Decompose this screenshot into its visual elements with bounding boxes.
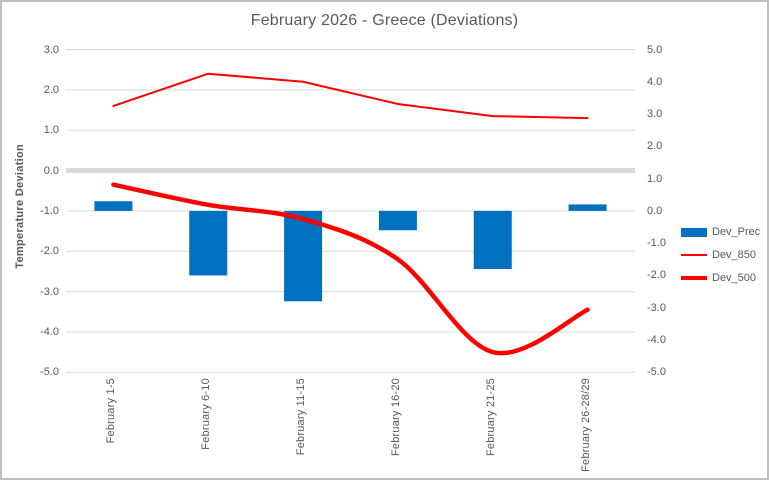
category-label: February 26-28/29 [579, 378, 592, 473]
right-axis-tick: 1.0 [647, 172, 663, 185]
legend-item-dev-850: Dev_850 [681, 248, 760, 262]
right-axis-tick: 2.0 [647, 140, 663, 153]
category-label: February 6-10 [200, 378, 213, 450]
right-axis-tick: -5.0 [647, 366, 666, 379]
bar-dev_prec [284, 210, 323, 302]
left-axis-tick: 0.0 [43, 164, 59, 177]
right-axis-tick: -1.0 [647, 237, 666, 250]
bar-series-swatch-icon [681, 227, 707, 237]
left-axis-tick: -4.0 [40, 325, 59, 338]
legend-label: Dev_850 [712, 249, 757, 261]
category-label: February 21-25 [484, 378, 497, 457]
zero-axis-band [66, 168, 635, 174]
right-axis-tick: -2.0 [647, 269, 666, 282]
bar-dev_prec [378, 210, 417, 231]
thin-line-swatch-icon [681, 254, 707, 256]
right-axis-tick: 5.0 [647, 43, 663, 56]
thick-line-swatch-icon [681, 275, 707, 281]
legend-item-dev-prec: Dev_Prec [681, 225, 760, 239]
category-label: February 16-20 [389, 378, 402, 457]
legend-label: Dev_500 [712, 272, 757, 284]
right-axis-tick: -4.0 [647, 334, 666, 347]
left-axis-tick: 3.0 [43, 43, 59, 56]
bar-dev_prec [473, 210, 512, 270]
left-axis-tick: -5.0 [40, 366, 59, 379]
bar-dev_prec [189, 210, 228, 276]
bar-dev_prec [94, 201, 133, 211]
left-axis-tick: 2.0 [43, 83, 59, 96]
right-axis-tick: 0.0 [647, 204, 663, 217]
right-axis-tick: 3.0 [647, 108, 663, 121]
category-label: February 11-15 [295, 378, 308, 456]
bar-dev_prec [568, 204, 607, 211]
line-dev_850 [112, 72, 589, 120]
legend-label: Dev_Prec [712, 226, 761, 238]
right-axis-tick: 4.0 [647, 75, 663, 88]
left-axis-tick: -3.0 [40, 285, 59, 298]
legend: Dev_Prec Dev_850 Dev_500 [681, 225, 760, 285]
right-axis-tick: -3.0 [647, 301, 666, 314]
legend-item-dev-500: Dev_500 [681, 271, 760, 285]
left-axis-tick: -1.0 [40, 204, 59, 217]
left-axis-tick: 1.0 [43, 124, 59, 137]
line-dev_500 [111, 182, 590, 356]
category-label: February 1-5 [105, 378, 118, 444]
left-axis-tick: -2.0 [40, 245, 59, 258]
chart-title: February 2026 - Greece (Deviations) [250, 12, 519, 29]
